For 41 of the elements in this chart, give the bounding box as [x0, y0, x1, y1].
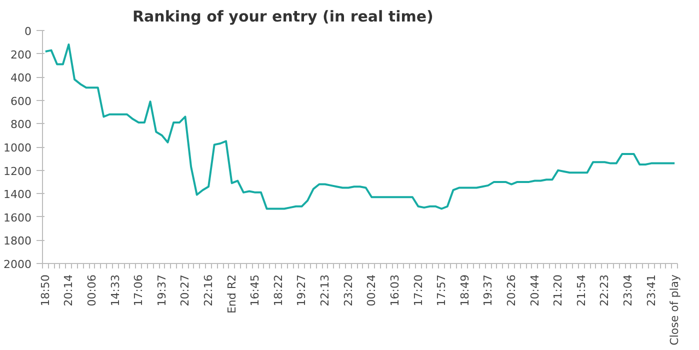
- y-tick-label: 1200: [4, 164, 32, 178]
- x-tick-label: 18:22: [272, 274, 285, 306]
- x-tick-label: 20:14: [62, 274, 76, 306]
- x-tick-label: 16:03: [388, 274, 402, 306]
- x-tick-label: 20:26: [504, 274, 518, 306]
- x-tick-label: 23:04: [621, 274, 634, 306]
- x-tick-label: 20:27: [178, 274, 192, 306]
- x-tick-label: 17:57: [435, 274, 448, 306]
- y-tick-label: 200: [10, 48, 32, 62]
- x-tick-label: End R2: [225, 274, 238, 314]
- x-tick-label: 21:54: [574, 274, 588, 306]
- x-tick-label: 22:16: [202, 274, 216, 306]
- x-tick-label: 23:41: [644, 274, 658, 306]
- y-tick-label: 1600: [4, 211, 32, 224]
- line-series: [44, 43, 676, 210]
- x-tick-label: 22:23: [598, 274, 612, 306]
- x-tick-label: 19:27: [295, 274, 308, 306]
- chart-title: Ranking of your entry (in real time): [132, 8, 434, 26]
- x-tick-label: 17:06: [132, 274, 146, 306]
- x-tick-label: Close of play: [668, 274, 682, 346]
- y-tick-label: 1000: [4, 142, 32, 154]
- x-tick-label: 00:24: [365, 274, 378, 306]
- x-tick-label: 00:06: [86, 274, 99, 306]
- x-tick-label: 20:44: [528, 274, 542, 306]
- y-tick-label: 0: [24, 25, 32, 38]
- x-tick-label: 17:20: [412, 274, 425, 306]
- y-tick-label: 1800: [4, 234, 32, 248]
- y-tick-label: 400: [10, 72, 32, 85]
- x-tick-label: 19:37: [482, 274, 495, 306]
- y-tick-label: 800: [10, 118, 32, 132]
- y-tick-label: 600: [10, 94, 32, 108]
- x-tick-label: 16:45: [248, 274, 262, 306]
- y-tick-label: 1400: [4, 188, 32, 202]
- y-tick-label: 2000: [4, 258, 32, 271]
- x-tick-label: 14:33: [108, 274, 122, 306]
- x-tick-label: 19:37: [155, 274, 168, 306]
- x-tick-label: 22:13: [318, 274, 332, 306]
- x-tick-label: 21:20: [552, 274, 565, 306]
- x-tick-label: 23:20: [342, 274, 355, 306]
- x-tick-label: 18:50: [38, 274, 52, 306]
- x-tick-label: 18:49: [458, 274, 472, 306]
